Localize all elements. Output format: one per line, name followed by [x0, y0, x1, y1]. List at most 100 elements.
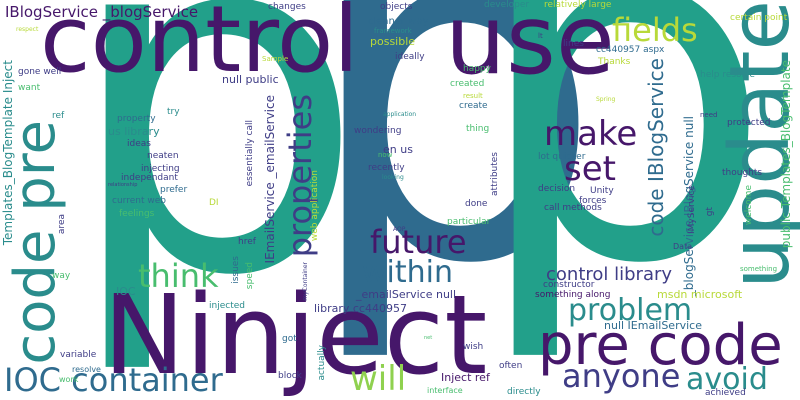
word-certain-point: certain point — [730, 13, 788, 23]
word-sample: Sample — [262, 55, 289, 63]
word-code-iblogservice: code IBlogService — [644, 58, 668, 237]
word-protected: protected — [727, 118, 771, 128]
word-block: block — [278, 371, 302, 381]
word-done: done — [465, 199, 488, 209]
word-something-along: something along — [535, 290, 611, 300]
word-create: create — [459, 101, 488, 111]
word-lt: lt — [538, 32, 543, 40]
word-achieved: achieved — [705, 388, 746, 398]
word-feelings: feelings — [119, 209, 155, 219]
word-resolve: resolve — [72, 365, 101, 374]
word-null-iemailservice: null IEmailService — [604, 319, 702, 332]
word-directly: directly — [507, 387, 541, 397]
word-avoid: avoid — [686, 362, 768, 397]
word-changes: changes — [268, 2, 306, 12]
word-library-cc440957: library cc440957 — [314, 302, 407, 315]
word-make: make — [544, 114, 638, 154]
word-control: control — [40, 0, 359, 93]
word-within: within — [362, 255, 453, 290]
word-public-templates: public Templates_BlogTemplate — [779, 60, 793, 249]
word-speed: speed — [245, 262, 255, 290]
word-iemailservice-emailservice: IEmailService _emailService — [263, 95, 277, 264]
word-looking: looking — [382, 174, 404, 181]
word-use: use — [445, 0, 615, 96]
word-lines: lines — [563, 39, 584, 49]
word-essentially-call: essentially call — [245, 120, 255, 187]
word-imyservice: IMyService — [687, 185, 697, 235]
word-net: net — [424, 335, 433, 341]
word-data: Data — [673, 242, 693, 251]
word-unity: Unity — [590, 186, 614, 196]
word-think: think — [138, 257, 219, 295]
word-thing: thing — [466, 124, 490, 134]
word-way: way — [52, 271, 71, 281]
word-href: href — [238, 237, 256, 247]
word-di: DI — [209, 198, 219, 208]
word-cleaner-way: cleaner way — [368, 16, 429, 27]
word-ioc: IOC — [116, 285, 136, 298]
word-relationship: relationship — [108, 182, 138, 188]
word-will: will — [350, 359, 407, 399]
word-variable: variable — [60, 350, 97, 360]
word-work: work — [59, 375, 79, 384]
word-result: result — [463, 92, 483, 100]
word-constructor: constructor — [543, 280, 595, 290]
word-cc440957-aspx: cc440957 aspx — [596, 45, 665, 55]
word-relatively-large: relatively large — [544, 0, 612, 10]
word-something: something — [740, 265, 778, 273]
word-application: application — [383, 111, 417, 118]
word-templates-inject: Templates_BlogTemplate Inject — [1, 60, 15, 246]
word-msdn-microsoft: msdn microsoft — [657, 288, 743, 301]
word-anyone: anyone — [562, 357, 681, 395]
word-problem: problem — [568, 293, 693, 328]
word-now: now — [378, 151, 393, 159]
word-injected: injected — [209, 301, 245, 311]
word-often: often — [499, 361, 523, 371]
word-happy: happy — [463, 64, 491, 74]
word-area: area — [57, 214, 67, 235]
word-gone-well: gone well — [18, 67, 62, 77]
word-iblogservice-blogservice: IBlogService _blogService — [5, 3, 199, 21]
word-created: created — [450, 79, 485, 89]
word-forces: forces — [579, 196, 607, 206]
word-injecting: injecting — [141, 164, 180, 174]
word-recently: recently — [368, 163, 405, 173]
word-particular: particular — [447, 217, 491, 227]
word-mycontainer: myContainer — [302, 262, 309, 301]
word-code-pre: code pre — [3, 120, 68, 365]
word-welcome: welcome — [744, 185, 754, 226]
word-wish: wish — [463, 342, 484, 352]
word-aop: AOP — [393, 226, 406, 233]
word-set: set — [564, 149, 616, 189]
word-wondering: wondering — [354, 126, 402, 136]
word-ref: ref — [52, 111, 65, 121]
word-call-methods: call methods — [544, 203, 602, 213]
word-help-resolve: help resolve — [700, 70, 755, 80]
word-neaten: neaten — [147, 151, 179, 161]
word-ioc-container: IOC container — [4, 361, 223, 399]
word-gt: gt — [705, 207, 715, 217]
word-thoughts: thoughts — [722, 168, 763, 178]
word-respect: respect — [16, 26, 39, 33]
word-p-2: p — [300, 0, 605, 369]
word-try: try — [167, 107, 180, 117]
word-thanks: Thanks — [598, 57, 631, 67]
word-framework: framework — [374, 27, 412, 35]
word-p-3: p — [470, 0, 775, 369]
word-interface: interface — [427, 386, 463, 395]
word-ideas: ideas — [127, 139, 151, 149]
word-inject-ref: Inject ref — [441, 371, 490, 384]
word-attributes: attributes — [490, 152, 500, 196]
word-spring: Spring — [596, 96, 616, 103]
word-fields: fields — [612, 11, 698, 49]
word-us-library: us library — [108, 125, 160, 138]
word-objects: objects — [380, 2, 413, 12]
word-want: want — [18, 83, 41, 93]
word-got: got — [282, 334, 297, 344]
word-en-us: en us — [383, 143, 413, 156]
word-lot-quicker: lot quicker — [538, 152, 586, 162]
word-future: future — [370, 223, 467, 261]
word-actually: actually — [317, 345, 327, 381]
word-developer: developer — [484, 0, 530, 10]
